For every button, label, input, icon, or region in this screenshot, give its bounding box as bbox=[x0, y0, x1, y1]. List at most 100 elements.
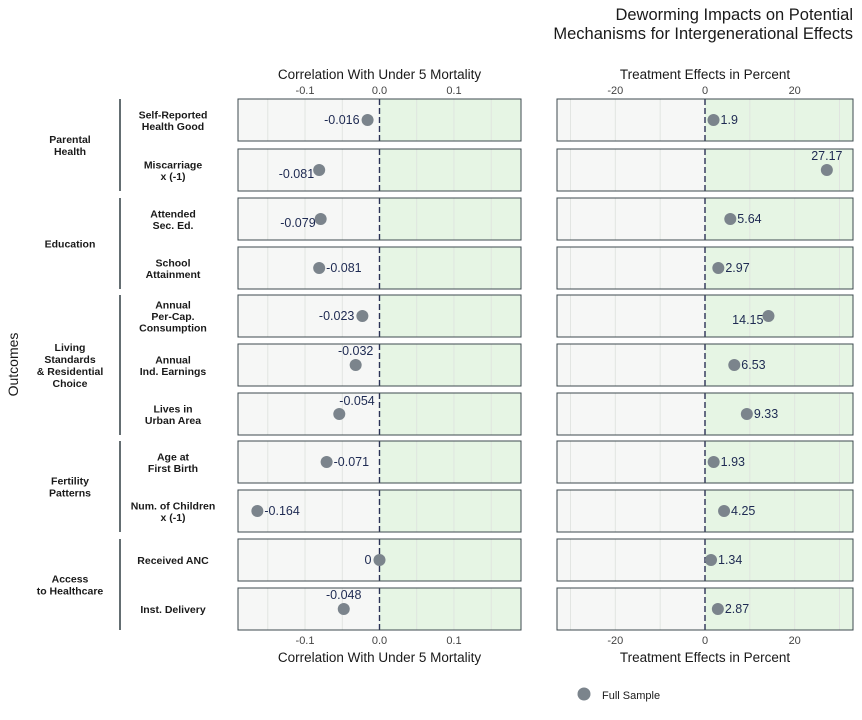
panel-border bbox=[556, 197, 854, 241]
panel-border bbox=[556, 538, 854, 582]
row-label: Sec. Ed. bbox=[153, 220, 194, 232]
group-label: Fertility bbox=[51, 476, 89, 488]
positive-region bbox=[705, 99, 853, 141]
te-value-label: 6.53 bbox=[741, 358, 765, 372]
row-label: Age at bbox=[157, 451, 190, 463]
group-label: Living bbox=[55, 342, 86, 354]
te-point bbox=[724, 213, 737, 225]
negative-region bbox=[557, 344, 705, 386]
row-label: Inst. Delivery bbox=[140, 604, 206, 616]
x-tick-label-bottom: 0 bbox=[702, 635, 708, 647]
row-label: Health Good bbox=[142, 121, 204, 133]
y-axis-label: Outcomes bbox=[5, 333, 21, 397]
te-point bbox=[707, 114, 720, 126]
negative-region bbox=[238, 539, 380, 581]
panel-border bbox=[237, 197, 522, 241]
group-label: Health bbox=[54, 146, 86, 158]
te-point bbox=[728, 359, 741, 371]
te-value-label: 1.9 bbox=[721, 113, 738, 127]
x-axis-title-top: Treatment Effects in Percent bbox=[620, 67, 791, 82]
positive-region bbox=[379, 198, 521, 240]
group-label: Standards bbox=[44, 354, 96, 366]
row-label: Num. of Children bbox=[131, 500, 216, 512]
row-label: Self-Reported bbox=[139, 109, 208, 121]
positive-region bbox=[705, 588, 853, 630]
panel-border bbox=[556, 392, 854, 436]
negative-region bbox=[557, 99, 705, 141]
panel-border bbox=[556, 98, 854, 142]
corr-value-label: -0.032 bbox=[338, 344, 373, 358]
positive-region bbox=[379, 295, 521, 337]
positive-region bbox=[379, 588, 521, 630]
panel-border bbox=[237, 98, 522, 142]
corr-point bbox=[320, 456, 333, 468]
positive-region bbox=[379, 441, 521, 483]
corr-point bbox=[314, 213, 327, 225]
panel-border bbox=[237, 343, 522, 387]
panel-border bbox=[237, 587, 522, 631]
row-label: Received ANC bbox=[137, 555, 209, 567]
x-tick-label-bottom: -0.1 bbox=[296, 635, 315, 647]
te-point bbox=[762, 310, 775, 322]
positive-region bbox=[379, 539, 521, 581]
positive-region bbox=[705, 441, 853, 483]
legend-marker bbox=[577, 687, 591, 701]
positive-region bbox=[379, 490, 521, 532]
corr-value-label: -0.164 bbox=[264, 504, 299, 518]
positive-region bbox=[705, 393, 853, 435]
te-value-label: 9.33 bbox=[754, 407, 778, 421]
negative-region bbox=[557, 588, 705, 630]
te-point bbox=[712, 262, 725, 274]
panel-border bbox=[556, 148, 854, 192]
te-value-label: 2.87 bbox=[725, 602, 749, 616]
chart-title-line: Mechanisms for Intergenerational Effects bbox=[553, 25, 853, 43]
row-label: Consumption bbox=[139, 323, 207, 335]
panel-border bbox=[237, 294, 522, 338]
negative-region bbox=[557, 393, 705, 435]
corr-value-label: -0.081 bbox=[279, 167, 314, 181]
row-label: School bbox=[155, 257, 190, 269]
corr-value-label: -0.079 bbox=[280, 216, 315, 230]
corr-value-label: -0.023 bbox=[319, 309, 354, 323]
x-tick-label-bottom: 20 bbox=[789, 635, 801, 647]
positive-region bbox=[379, 149, 521, 191]
group-label: Education bbox=[45, 239, 96, 251]
negative-region bbox=[557, 490, 705, 532]
row-label: Annual bbox=[155, 354, 191, 366]
x-tick-label-top: -20 bbox=[607, 85, 623, 97]
row-label: Ind. Earnings bbox=[140, 366, 207, 378]
row-label: Per-Cap. bbox=[151, 311, 194, 323]
panel-border bbox=[556, 294, 854, 338]
row-label: Attended bbox=[150, 208, 196, 220]
group-label: Parental bbox=[49, 134, 91, 146]
panel-border bbox=[237, 148, 522, 192]
negative-region bbox=[557, 247, 705, 289]
corr-value-label: -0.016 bbox=[324, 113, 359, 127]
x-tick-label-top: 0 bbox=[702, 85, 708, 97]
panel-border bbox=[556, 440, 854, 484]
row-label: Lives in bbox=[153, 403, 192, 415]
negative-region bbox=[238, 393, 380, 435]
positive-region bbox=[705, 344, 853, 386]
negative-region bbox=[557, 198, 705, 240]
corr-value-label: -0.048 bbox=[326, 588, 361, 602]
te-point bbox=[705, 554, 718, 566]
corr-value-label: -0.071 bbox=[334, 455, 369, 469]
positive-region bbox=[705, 295, 853, 337]
row-label: Urban Area bbox=[145, 415, 201, 427]
corr-point bbox=[313, 262, 326, 274]
panel-border bbox=[556, 246, 854, 290]
x-tick-label-top: 0.1 bbox=[446, 85, 461, 97]
x-axis-title-bottom: Treatment Effects in Percent bbox=[620, 650, 791, 665]
te-point bbox=[711, 603, 724, 615]
te-value-label: 2.97 bbox=[725, 261, 749, 275]
x-tick-label-top: -0.1 bbox=[296, 85, 315, 97]
te-point bbox=[718, 505, 731, 517]
chart-title-line: Deworming Impacts on Potential bbox=[615, 6, 853, 24]
group-label: Choice bbox=[52, 378, 87, 390]
negative-region bbox=[238, 247, 380, 289]
corr-point bbox=[251, 505, 264, 517]
positive-region bbox=[705, 539, 853, 581]
te-value-label: 5.64 bbox=[737, 212, 761, 226]
